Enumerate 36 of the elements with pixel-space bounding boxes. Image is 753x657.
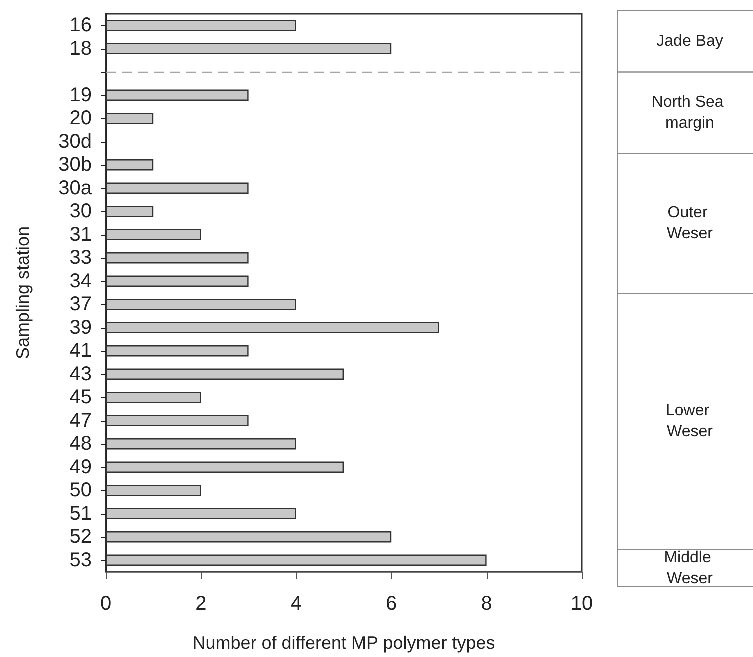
- y-tick-label: 18: [70, 38, 92, 60]
- y-tick-label: 48: [70, 433, 92, 456]
- x-axis-title: Number of different MP polymer types: [192, 633, 496, 653]
- y-tick-label: 53: [70, 549, 92, 572]
- y-tick-label: 49: [70, 456, 92, 478]
- x-tick-label: 4: [290, 593, 302, 615]
- text: Lower Weser: [666, 402, 714, 441]
- x-tick-label: 0: [100, 593, 112, 615]
- y-tick-label: 34: [70, 270, 92, 292]
- y-tick-label: 30b: [58, 154, 92, 176]
- y-tick-label: 31: [70, 224, 92, 246]
- text: Middle Weser: [664, 549, 716, 588]
- y-tick-label: 52: [70, 526, 92, 548]
- y-tick-label: 43: [70, 363, 92, 386]
- y-tick-label: 20: [70, 108, 92, 130]
- y-tick-label: 50: [70, 480, 92, 502]
- y-tick-label: 16: [70, 14, 92, 37]
- x-tick-label: 10: [570, 593, 594, 615]
- y-axis-title: Sampling station: [13, 226, 33, 360]
- y-tick-label: 19: [70, 84, 92, 106]
- y-tick-label: 30a: [58, 177, 93, 200]
- y-tick-label: 33: [70, 247, 92, 270]
- x-tick-label: 2: [196, 593, 207, 615]
- text: Outer Weser: [667, 204, 714, 243]
- y-tick-label: 30: [70, 200, 92, 223]
- x-tick-label: 8: [481, 593, 492, 615]
- text: Jade Bay: [656, 33, 724, 50]
- x-tick-label: 6: [386, 593, 398, 615]
- y-tick-label: 45: [70, 386, 92, 409]
- y-tick-label: 51: [70, 502, 92, 525]
- y-tick-label: 41: [70, 340, 92, 362]
- y-tick-label: 30d: [58, 130, 92, 153]
- y-tick-label: 37: [70, 294, 92, 316]
- y-tick-label: 47: [70, 410, 92, 432]
- y-tick-label: 39: [70, 316, 92, 339]
- text: North Sea margin: [652, 94, 728, 132]
